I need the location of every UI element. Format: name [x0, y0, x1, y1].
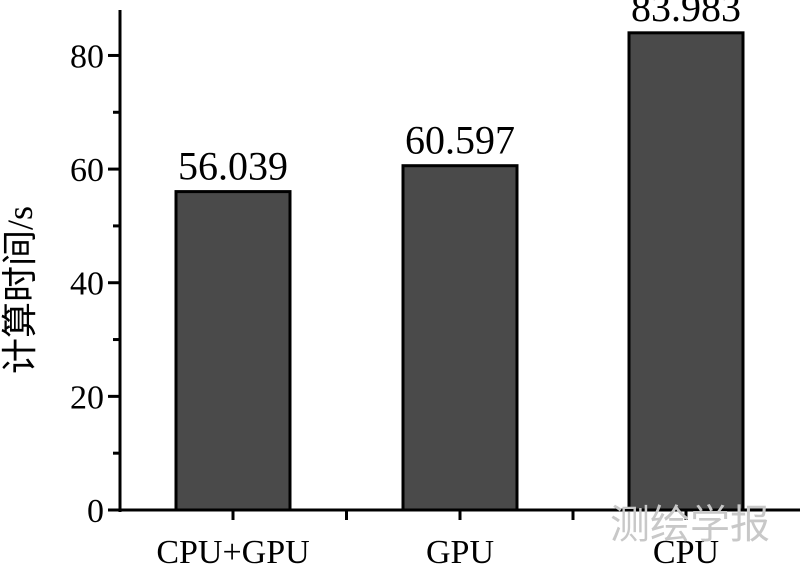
y-tick-label: 80	[70, 38, 104, 75]
bar	[627, 31, 745, 512]
bar	[401, 164, 519, 512]
bar-value-label: 83.983	[631, 0, 741, 30]
x-category-label: CPU	[653, 534, 719, 569]
plot-area: 0 20 40 60 80 56.039 CPU+GPU 60.597 GPU 83.983 CPU	[70, 0, 800, 569]
y-tick-label: 60	[70, 152, 104, 189]
y-tick-label: 20	[70, 379, 104, 416]
bar	[174, 190, 292, 512]
y-tick-label: 40	[70, 266, 104, 303]
x-category-label: CPU+GPU	[156, 534, 309, 569]
bar-value-label: 60.597	[405, 118, 515, 163]
bar-value-label: 56.039	[178, 144, 288, 189]
y-tick-label: 0	[87, 493, 104, 530]
watermark-text: 测绘学报	[610, 502, 770, 548]
x-category-label: GPU	[426, 534, 494, 569]
y-axis-label: 计算时间/s	[0, 206, 40, 374]
